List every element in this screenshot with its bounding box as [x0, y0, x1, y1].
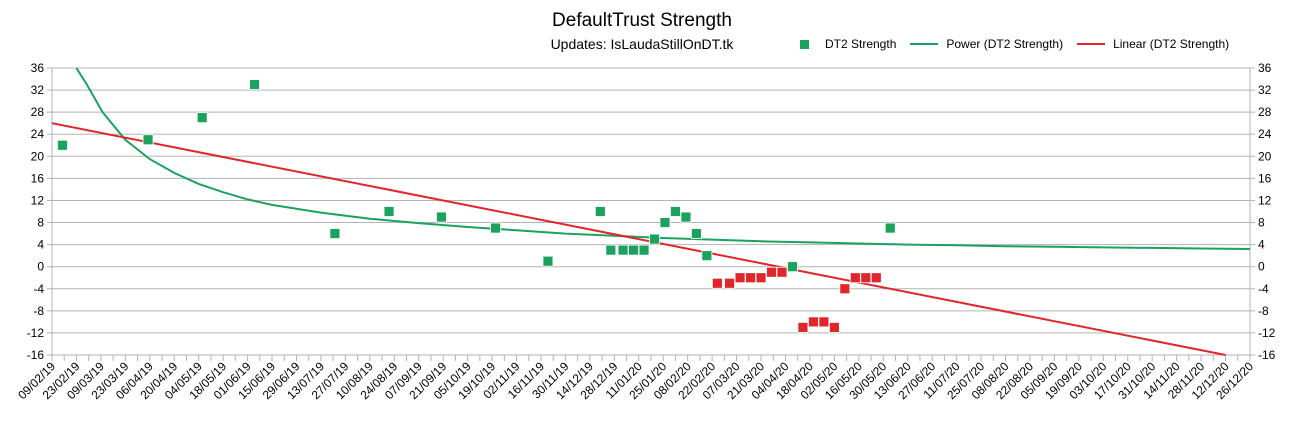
legend-label-linear: Linear (DT2 Strength): [1113, 37, 1230, 51]
y-tick-label-left: 36: [31, 61, 45, 75]
y-tick-label-right: 4: [1258, 238, 1265, 252]
legend-label-power: Power (DT2 Strength): [946, 37, 1064, 51]
data-point: [724, 277, 735, 289]
y-tick-label-left: -4: [33, 282, 44, 296]
legend-swatch-points: [800, 39, 809, 49]
y-tick-label-left: 4: [37, 238, 44, 252]
y-tick-label-left: -16: [27, 348, 45, 362]
y-tick-label-right: -16: [1258, 348, 1276, 362]
y-tick-label-left: -12: [27, 326, 45, 340]
legend-swatch-linear: [1077, 43, 1106, 45]
y-tick-label-right: -12: [1258, 326, 1276, 340]
data-point: [617, 244, 629, 256]
data-point: [884, 222, 896, 234]
data-point: [329, 228, 341, 239]
y-tick-label-right: 20: [1258, 149, 1272, 163]
legend-item-linear: Linear (DT2 Strength): [1077, 37, 1229, 51]
data-point: [711, 277, 723, 289]
y-tick-label-right: 8: [1258, 216, 1265, 230]
linear-trendline: [51, 122, 1226, 356]
data-point: [691, 228, 702, 239]
chart-legend: DT2 Strength Power (DT2 Strength) Linear…: [800, 37, 1243, 51]
y-tick-label-right: -8: [1258, 304, 1269, 318]
y-tick-label-left: 16: [31, 171, 45, 185]
data-point: [436, 211, 447, 223]
data-point: [755, 272, 767, 284]
y-tick-label-left: 32: [31, 83, 45, 97]
data-point: [659, 217, 671, 228]
data-point: [849, 272, 861, 284]
y-tick-label-right: 28: [1258, 105, 1272, 119]
y-tick-label-left: 28: [31, 105, 45, 119]
data-point: [808, 316, 819, 328]
data-point: [383, 206, 395, 217]
y-tick-label-right: -4: [1258, 282, 1269, 296]
power-trendline: [75, 67, 1251, 250]
data-point: [638, 244, 650, 256]
data-point: [828, 322, 840, 333]
legend-label-points: DT2 Strength: [825, 37, 897, 51]
data-point: [787, 261, 798, 273]
data-point: [196, 112, 208, 124]
data-point: [839, 283, 851, 295]
data-point: [670, 206, 681, 217]
data-point: [142, 134, 154, 146]
y-tick-label-right: 0: [1258, 260, 1265, 274]
data-point: [628, 244, 639, 256]
data-point: [649, 233, 660, 245]
data-point: [766, 266, 777, 278]
y-tick-label-left: 8: [37, 216, 44, 230]
data-point: [605, 244, 617, 256]
y-tick-label-right: 32: [1258, 83, 1272, 97]
y-tick-label-left: 0: [37, 260, 44, 274]
data-point: [818, 316, 830, 328]
legend-swatch-power: [910, 43, 939, 45]
data-point: [594, 206, 606, 217]
y-tick-label-right: 12: [1258, 193, 1272, 207]
y-tick-label-left: 24: [31, 127, 45, 141]
data-point: [57, 139, 68, 151]
y-tick-label-right: 16: [1258, 171, 1272, 185]
data-point: [734, 272, 746, 284]
y-tick-label-left: 20: [31, 149, 45, 163]
data-point: [680, 211, 692, 223]
y-tick-label-right: 24: [1258, 127, 1272, 141]
chart-title: DefaultTrust Strength: [552, 10, 732, 31]
data-point: [701, 250, 713, 262]
data-point: [860, 272, 872, 284]
data-point: [490, 222, 501, 234]
data-point: [870, 272, 882, 284]
data-point: [249, 79, 260, 90]
data-point: [776, 266, 788, 278]
data-point: [797, 322, 809, 333]
data-point: [745, 272, 756, 284]
y-tick-label-left: 12: [31, 193, 45, 207]
y-tick-label-left: -8: [33, 304, 44, 318]
chart-subtitle: Updates: IsLaudaStillOnDT.tk: [550, 36, 734, 52]
legend-item-power: Power (DT2 Strength): [910, 37, 1063, 51]
legend-item-points: DT2 Strength: [800, 37, 896, 51]
y-tick-label-right: 36: [1258, 61, 1272, 75]
data-point: [542, 255, 554, 267]
